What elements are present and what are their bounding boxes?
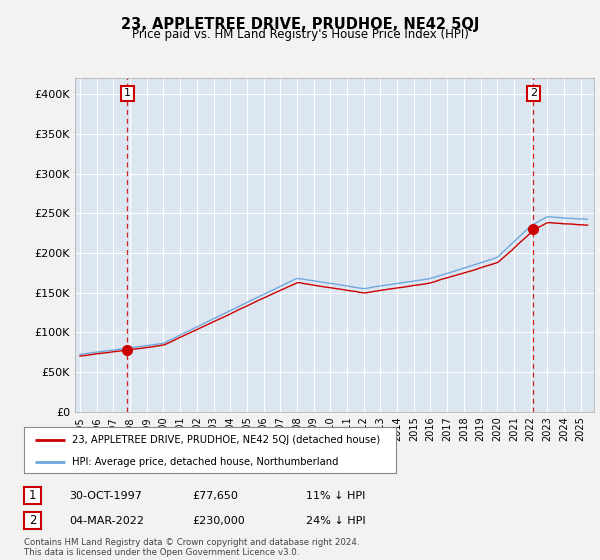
Text: Price paid vs. HM Land Registry's House Price Index (HPI): Price paid vs. HM Land Registry's House … xyxy=(131,28,469,41)
Text: £230,000: £230,000 xyxy=(192,516,245,526)
Text: 11% ↓ HPI: 11% ↓ HPI xyxy=(306,491,365,501)
Text: 2: 2 xyxy=(530,88,537,99)
Text: 2: 2 xyxy=(29,514,36,528)
Text: Contains HM Land Registry data © Crown copyright and database right 2024.
This d: Contains HM Land Registry data © Crown c… xyxy=(24,538,359,557)
Text: 1: 1 xyxy=(29,489,36,502)
Text: HPI: Average price, detached house, Northumberland: HPI: Average price, detached house, Nort… xyxy=(73,456,339,466)
Text: 23, APPLETREE DRIVE, PRUDHOE, NE42 5QJ (detached house): 23, APPLETREE DRIVE, PRUDHOE, NE42 5QJ (… xyxy=(73,435,380,445)
Text: 24% ↓ HPI: 24% ↓ HPI xyxy=(306,516,365,526)
Text: 04-MAR-2022: 04-MAR-2022 xyxy=(69,516,144,526)
Text: 30-OCT-1997: 30-OCT-1997 xyxy=(69,491,142,501)
Text: £77,650: £77,650 xyxy=(192,491,238,501)
Text: 1: 1 xyxy=(124,88,131,99)
Text: 23, APPLETREE DRIVE, PRUDHOE, NE42 5QJ: 23, APPLETREE DRIVE, PRUDHOE, NE42 5QJ xyxy=(121,17,479,32)
